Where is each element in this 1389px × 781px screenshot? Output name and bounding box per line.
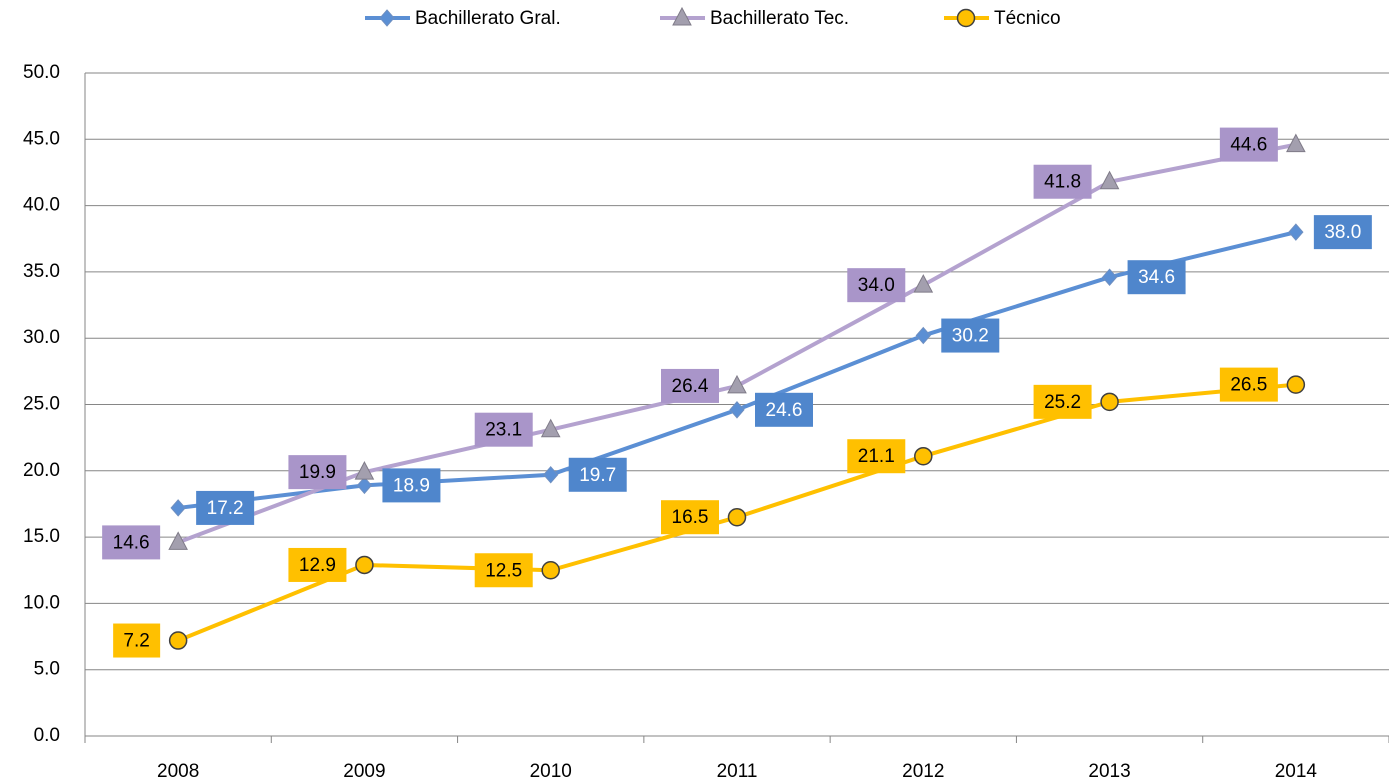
marker [357, 477, 371, 493]
data-label: 38.0 [1324, 222, 1361, 243]
data-label: 30.2 [952, 326, 989, 347]
marker [958, 10, 975, 27]
data-label: 34.6 [1138, 267, 1175, 288]
y-tick-label: 15.0 [23, 526, 60, 547]
data-label: 7.2 [123, 631, 149, 652]
marker [1101, 393, 1118, 410]
y-tick-label: 25.0 [23, 394, 60, 415]
data-label: 24.6 [766, 400, 803, 421]
data-label: 41.8 [1044, 172, 1081, 193]
legend-label: Bachillerato Gral. [415, 8, 561, 29]
marker [380, 10, 394, 26]
y-tick-label: 45.0 [23, 128, 60, 149]
data-label: 17.2 [207, 498, 244, 519]
marker [544, 467, 558, 483]
data-label: 26.5 [1230, 375, 1267, 396]
x-tick-label: 2013 [1088, 761, 1130, 781]
marker [170, 632, 187, 649]
data-label: 16.5 [672, 507, 709, 528]
marker [916, 328, 930, 344]
x-tick-label: 2014 [1275, 761, 1318, 781]
marker [729, 509, 746, 526]
x-tick-label: 2010 [530, 761, 572, 781]
data-label: 44.6 [1230, 135, 1267, 156]
data-label: 25.2 [1044, 392, 1081, 413]
y-tick-label: 5.0 [34, 659, 60, 680]
marker [171, 500, 185, 516]
marker [356, 556, 373, 573]
data-label: 19.9 [299, 462, 336, 483]
marker [542, 562, 559, 579]
data-label: 14.6 [113, 532, 150, 553]
data-label: 21.1 [858, 446, 895, 467]
x-tick-label: 2008 [157, 761, 199, 781]
y-tick-label: 20.0 [23, 460, 60, 481]
y-tick-label: 0.0 [34, 725, 60, 746]
legend-label: Bachillerato Tec. [710, 8, 849, 29]
x-tick-label: 2011 [717, 761, 758, 781]
marker [1287, 376, 1304, 393]
y-tick-label: 10.0 [23, 592, 60, 613]
data-label: 18.9 [393, 475, 430, 496]
y-tick-label: 35.0 [23, 261, 60, 282]
legend-label: Técnico [994, 8, 1061, 29]
data-label: 26.4 [672, 376, 709, 397]
marker [1289, 224, 1303, 240]
y-tick-label: 30.0 [23, 327, 60, 348]
y-tick-label: 40.0 [23, 195, 60, 216]
data-label: 23.1 [485, 420, 522, 441]
data-label: 12.9 [299, 555, 336, 576]
data-label: 12.5 [485, 560, 522, 581]
data-label: 34.0 [858, 275, 895, 296]
marker [1287, 135, 1305, 152]
x-tick-label: 2009 [343, 761, 385, 781]
data-label: 19.7 [579, 465, 616, 486]
marker [915, 448, 932, 465]
x-tick-label: 2012 [902, 761, 944, 781]
chart: 0.0 5.0 10.0 15.0 20.0 25.0 30.0 35.0 40.0 45.0 50… [0, 0, 1389, 781]
y-tick-label: 50.0 [23, 62, 60, 83]
